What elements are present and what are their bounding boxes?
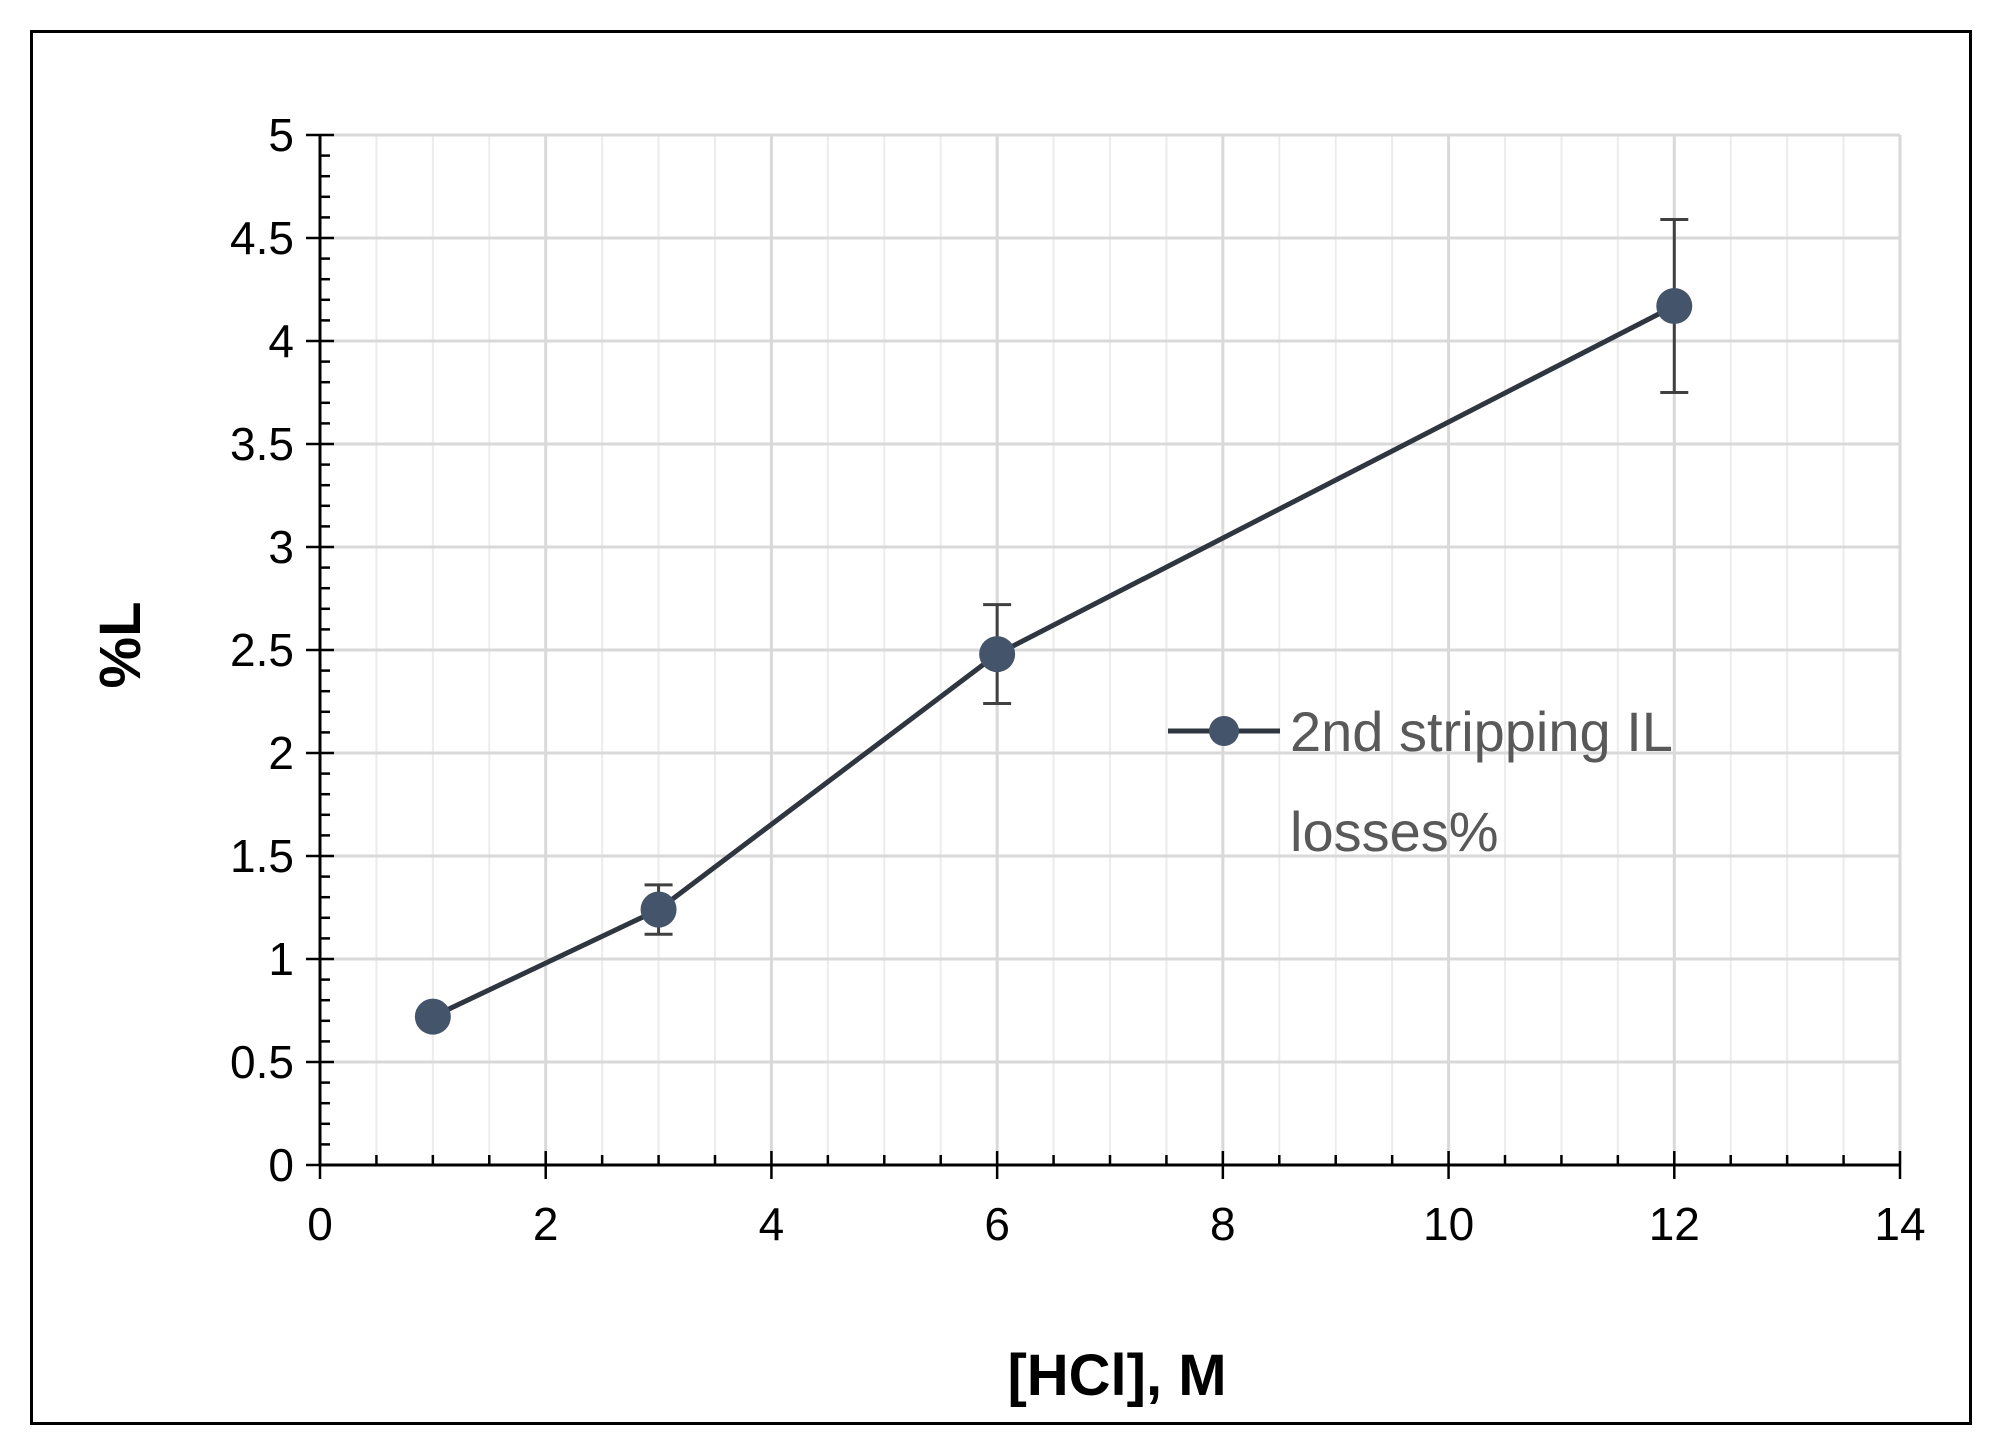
grid-layer [318, 133, 1902, 1167]
y-tick-label: 3 [268, 521, 294, 573]
data-point-marker [979, 636, 1016, 673]
x-tick-label: 6 [984, 1198, 1010, 1250]
y-tick-label: 2.5 [230, 624, 294, 676]
x-tick-label: 4 [759, 1198, 785, 1250]
x-axis-title: [HCl], M [1007, 1343, 1226, 1408]
x-tick-label: 10 [1423, 1198, 1474, 1250]
x-tick-label: 12 [1649, 1198, 1700, 1250]
y-tick-label: 5 [268, 109, 294, 161]
y-tick-label: 0.5 [230, 1036, 294, 1088]
x-tick-label: 14 [1874, 1198, 1925, 1250]
y-tick-label: 4 [268, 315, 294, 367]
x-tick-label: 2 [533, 1198, 559, 1250]
series-layer [414, 217, 1693, 1035]
y-tick-label: 0 [268, 1139, 294, 1191]
data-point-marker [1656, 287, 1693, 324]
legend-label-line1: 2nd stripping IL [1290, 700, 1673, 763]
x-tick-label: 8 [1210, 1198, 1236, 1250]
data-point-marker [414, 998, 451, 1035]
y-axis-title: %L [88, 602, 153, 689]
y-tick-label: 4.5 [230, 212, 294, 264]
y-tick-label: 2 [268, 727, 294, 779]
data-point-marker [640, 891, 677, 928]
y-tick-label: 1 [268, 933, 294, 985]
legend-marker-sample [1209, 716, 1239, 746]
legend: 2nd stripping IL losses% [1168, 700, 1673, 863]
legend-label-line2: losses% [1290, 800, 1499, 863]
chart-frame [30, 30, 1972, 1425]
y-tick-label: 3.5 [230, 418, 294, 470]
y-tick-label: 1.5 [230, 830, 294, 882]
series-line [431, 303, 1676, 1019]
axes-layer: 0 2 4 6 8 10 12 14 0 0.5 1 1.5 2 2.5 3 3.5 4 4.5 5 [230, 109, 1926, 1250]
x-tick-label: 0 [307, 1198, 333, 1250]
